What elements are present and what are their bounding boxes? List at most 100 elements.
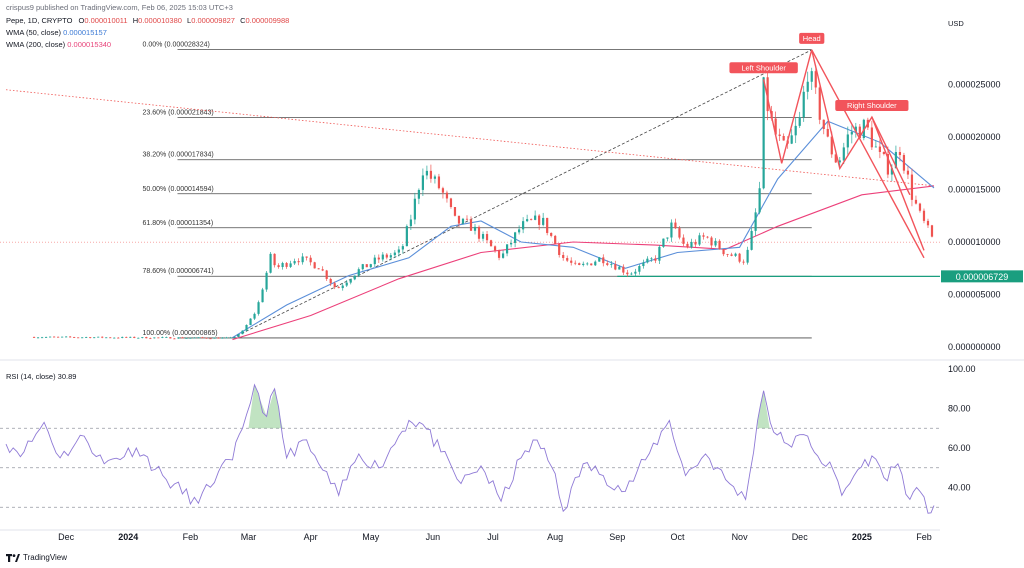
wma50-legend[interactable]: WMA (50, close) 0.000015157	[6, 28, 107, 37]
candle-body	[850, 131, 853, 135]
price-tick-label: 0.000005000	[948, 290, 1001, 300]
candle-body	[497, 250, 501, 258]
pattern-label-box	[799, 32, 825, 44]
fib-level-label: 38.20% (0.000017834)	[142, 152, 213, 159]
candle-body	[762, 77, 765, 189]
candle-body	[926, 220, 930, 226]
candle-body	[854, 126, 857, 132]
candle-body	[610, 264, 613, 265]
wma50-label: WMA (50, close)	[6, 28, 62, 37]
candle-body	[113, 337, 116, 339]
candle-body	[241, 330, 244, 335]
candle-body	[606, 263, 609, 265]
candle-body	[65, 336, 68, 338]
candle-body	[846, 134, 849, 148]
candle-body	[798, 117, 801, 126]
head-shoulders-pattern: Left Shoulder Head Right Shoulder	[729, 32, 925, 259]
candle-body	[125, 336, 128, 338]
candle-body	[602, 257, 605, 264]
candle-body	[229, 337, 232, 339]
candle-body	[738, 253, 741, 262]
candle-body	[638, 266, 641, 272]
candle-body	[630, 273, 633, 275]
candle-body	[377, 257, 380, 260]
candle-body	[790, 135, 793, 144]
candle-body	[742, 261, 745, 263]
pattern-label: Left Shoulder	[741, 63, 786, 72]
candle-body	[425, 170, 429, 176]
pattern-label-box	[729, 62, 798, 74]
axes: 0.000000000 0.000005000 0.000010000 0.00001…	[58, 80, 1000, 543]
price-tick-label: 0.000015000	[948, 185, 1001, 195]
candle-body	[530, 219, 533, 220]
candle-body	[622, 266, 625, 273]
candle-body	[493, 246, 497, 251]
rsi-tick-label: 40.00	[948, 483, 971, 493]
candle-body	[69, 336, 72, 338]
candle-body	[281, 263, 284, 268]
candle-body	[658, 246, 661, 261]
candle-body	[40, 337, 44, 339]
wma200-legend[interactable]: WMA (200, close) 0.000015340	[6, 40, 111, 49]
candle-body	[441, 188, 445, 193]
time-tick-label: Dec	[58, 532, 75, 542]
candle-body	[32, 337, 36, 338]
candle-body	[910, 174, 914, 200]
pattern-line	[811, 49, 925, 259]
candle-body	[802, 91, 805, 118]
candle-body	[614, 264, 617, 270]
candle-body	[209, 338, 212, 340]
candle-body	[814, 71, 817, 88]
candle-body	[421, 175, 424, 190]
candle-body	[157, 337, 160, 339]
candle-body	[429, 170, 433, 179]
candle-body	[810, 71, 813, 82]
time-tick-label: Dec	[792, 532, 809, 542]
candle-body	[818, 87, 821, 120]
candle-body	[293, 261, 296, 264]
candle-body	[550, 232, 553, 236]
candle-body	[289, 263, 292, 267]
pattern-label-box	[835, 100, 909, 112]
candle-body	[197, 337, 200, 339]
candle-body	[806, 81, 809, 92]
time-tick-label: Sep	[609, 532, 625, 542]
publisher-note: crispus9 published on TradingView.com, F…	[6, 3, 233, 12]
fib-level-label: 78.60% (0.000006741)	[142, 268, 213, 275]
candle-body	[826, 129, 829, 137]
candle-body	[53, 336, 56, 338]
candle-body	[225, 337, 228, 339]
time-tick-label: Jun	[426, 532, 441, 542]
candle-body	[44, 337, 48, 338]
time-tick-label: 2024	[118, 532, 138, 542]
candle-body	[365, 264, 368, 268]
candle-body	[165, 337, 168, 338]
candle-body	[48, 336, 52, 338]
time-tick-label: Nov	[732, 532, 749, 542]
candle-body	[870, 127, 873, 148]
rsi-tick-label: 80.00	[948, 404, 971, 414]
candle-body	[694, 242, 697, 245]
candle-body	[177, 337, 180, 339]
candle-body	[642, 262, 645, 267]
candle-body	[686, 243, 689, 248]
candle-body	[181, 337, 184, 339]
candle-body	[261, 289, 264, 303]
candle-body	[129, 336, 132, 338]
candle-body	[249, 318, 252, 325]
support-price-label: 0.000006729	[956, 272, 1009, 282]
candle-body	[706, 236, 709, 238]
wma200-label: WMA (200, close)	[6, 40, 66, 49]
candle-body	[313, 262, 316, 269]
dashed-trendline	[232, 49, 812, 339]
candle-body	[433, 176, 437, 179]
candle-body	[393, 252, 396, 256]
candle-body	[333, 283, 336, 288]
tradingview-footer[interactable]: TradingView	[6, 553, 67, 562]
candle-body	[782, 135, 785, 141]
candle-body	[682, 237, 685, 244]
candle-body	[233, 337, 236, 338]
candle-body	[373, 257, 376, 265]
candle-body	[349, 279, 352, 283]
candle-body	[469, 219, 473, 231]
